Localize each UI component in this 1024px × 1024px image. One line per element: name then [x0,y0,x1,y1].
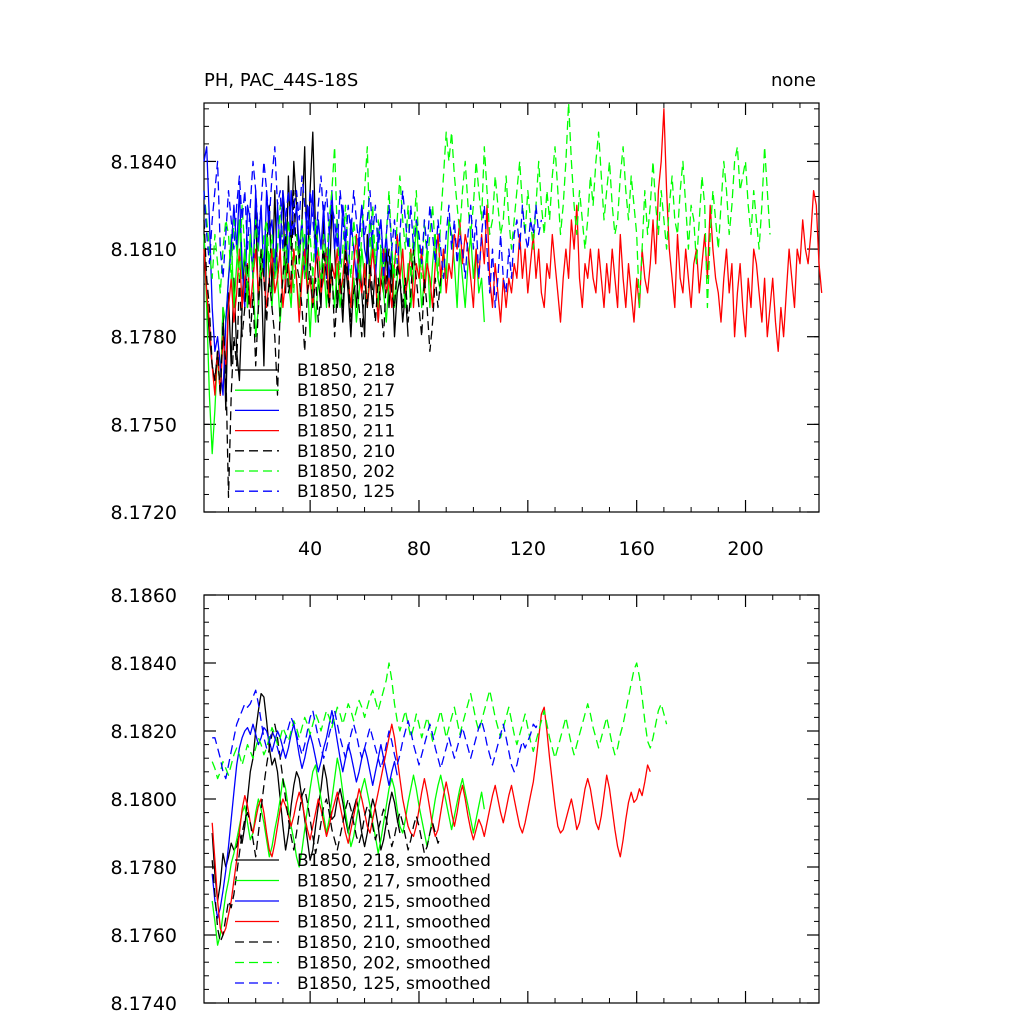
top-plot-frame [203,102,820,513]
top-legend-label: B1850, 218 [297,361,395,381]
bottom-series-line [211,706,651,936]
top-x-tick-label: 40 [298,538,322,560]
chart-title: PH, PAC_44S-18S [204,70,359,91]
top-legend-label: B1850, 215 [297,401,395,421]
bottom-legend-label: B1850, 125, smoothed [297,974,491,994]
bottom-legend-label: B1850, 217, smoothed [297,872,491,892]
top-y-tick-label: 8.1840 [111,151,177,173]
bottom-series-line [211,692,401,902]
top-legend-label: B1850, 125 [297,482,395,502]
top-series-line [203,102,771,309]
top-x-tick-label: 200 [727,538,763,560]
bottom-series-line [211,709,398,919]
top-y-tick-label: 8.1810 [111,239,177,261]
top-y-tick-label: 8.1780 [111,327,177,349]
bottom-series-line [212,689,540,780]
bottom-y-tick-label: 8.1800 [111,789,177,811]
bottom-legend-label: B1850, 211, smoothed [297,913,491,933]
bottom-y-tick-label: 8.1840 [111,653,177,675]
top-x-tick-label: 80 [407,538,431,560]
bottom-legend-label: B1850, 202, smoothed [297,954,491,974]
bottom-legend-label: B1850, 210, smoothed [297,933,491,953]
top-series-line [203,108,823,396]
bottom-series-line [211,723,442,943]
top-x-tick-label: 120 [510,538,546,560]
bottom-y-tick-label: 8.1760 [111,925,177,947]
bottom-y-tick-label: 8.1780 [111,857,177,879]
top-series-line [203,146,393,396]
top-legend-label: B1850, 210 [297,442,395,462]
bottom-series-line [211,757,485,946]
bottom-legend-label: B1850, 215, smoothed [297,892,491,912]
top-series-line [203,146,543,309]
top-legend-label: B1850, 211 [297,422,395,442]
top-x-tick-label: 160 [619,538,655,560]
bottom-y-tick-label: 8.1860 [111,585,177,607]
bottom-legend-label: B1850, 218, smoothed [297,851,491,871]
top-y-tick-label: 8.1720 [111,502,177,524]
chart-subtitle-right: none [771,70,816,91]
top-series-line [203,131,409,411]
bottom-y-tick-label: 8.1740 [111,993,177,1015]
top-legend-label: B1850, 202 [297,462,395,482]
top-legend-label: B1850, 217 [297,381,395,401]
bottom-y-tick-label: 8.1820 [111,721,177,743]
top-y-tick-label: 8.1750 [111,414,177,436]
top-series-line [203,189,442,499]
bottom-series-line [211,662,668,780]
